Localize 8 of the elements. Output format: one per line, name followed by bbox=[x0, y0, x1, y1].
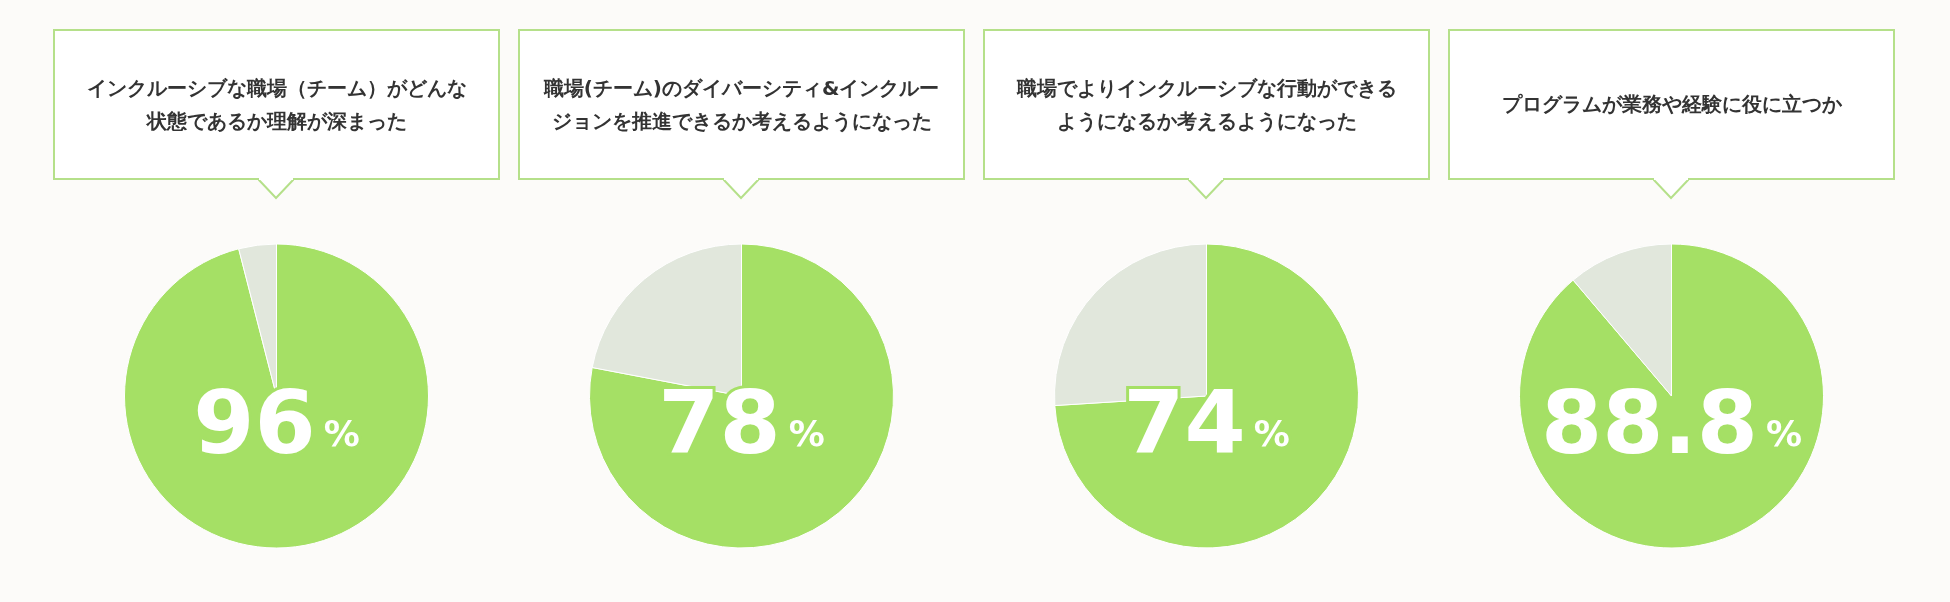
chart-title: 職場でよりインクルーシブな行動ができるようになるか考えるようになった bbox=[983, 29, 1430, 180]
data-label: 96% bbox=[193, 370, 360, 474]
data-label: 88.8% bbox=[1540, 370, 1803, 474]
chart-title: インクルーシブな職場（チーム）がどんな状態であるか理解が深まった bbox=[53, 29, 500, 180]
chart-title: プログラムが業務や経験に役に立つか bbox=[1448, 29, 1895, 180]
chart-title: 職場(チーム)のダイバーシティ&インクルージョンを推進できるか考えるようになった bbox=[518, 29, 965, 180]
data-label: 78% bbox=[658, 370, 825, 474]
data-label: 74% bbox=[1123, 370, 1290, 474]
